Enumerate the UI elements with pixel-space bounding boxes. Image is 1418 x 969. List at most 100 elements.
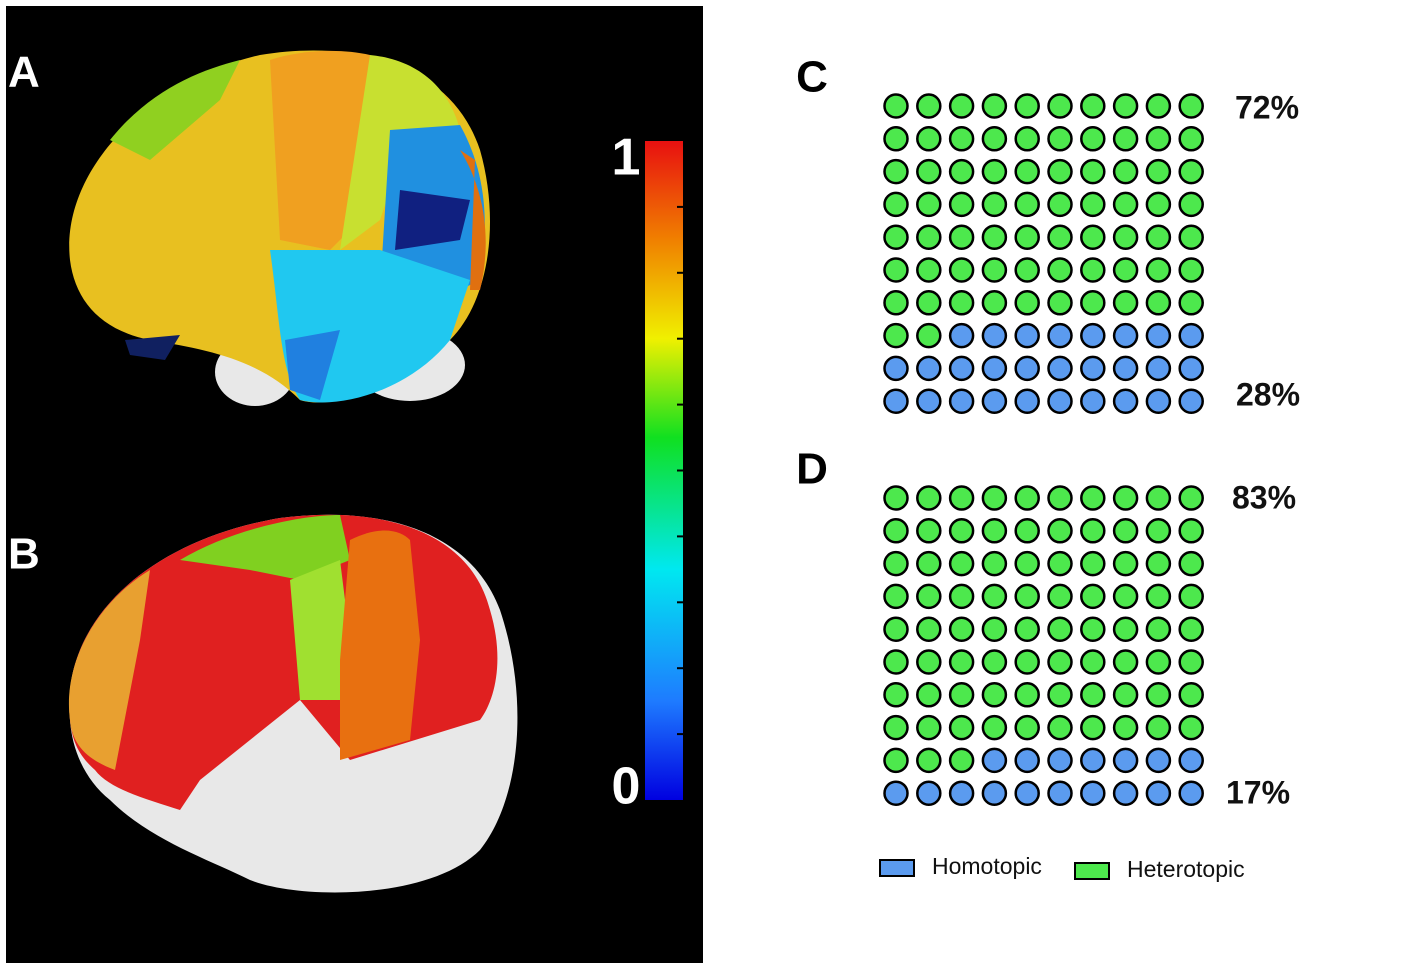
waffle-cell — [1178, 191, 1204, 218]
waffle-cell — [1080, 126, 1106, 152]
waffle-cell — [981, 616, 1008, 642]
waffle-cell — [1145, 583, 1172, 610]
waffle-cell — [883, 747, 909, 774]
waffle-cell — [883, 388, 909, 414]
waffle-cell — [883, 257, 909, 283]
waffle-cell — [883, 224, 909, 250]
waffle-cell — [916, 649, 942, 675]
waffle-cell — [883, 518, 909, 544]
waffle-cell — [1080, 355, 1106, 382]
waffle-cell — [1112, 322, 1139, 349]
waffle-cell — [1178, 714, 1204, 741]
waffle-cell — [1080, 388, 1106, 414]
waffle-cell — [883, 649, 909, 675]
waffle-cell — [916, 126, 942, 152]
waffle-cell — [1145, 126, 1172, 152]
waffle-cell — [981, 126, 1008, 152]
waffle-cell — [948, 518, 975, 544]
waffle-cell — [1014, 649, 1040, 675]
waffle-cell — [1112, 747, 1139, 774]
waffle-cell — [1047, 388, 1073, 414]
waffle-cell — [1014, 780, 1040, 806]
waffle-cell — [1014, 485, 1040, 511]
waffle-cell — [1178, 649, 1204, 675]
waffle-cell — [1080, 93, 1106, 119]
waffle-cell — [1080, 191, 1106, 218]
waffle-cell — [1178, 616, 1204, 642]
waffle-cell — [883, 158, 909, 185]
panel-label: C — [796, 53, 828, 102]
waffle-cell — [1178, 93, 1204, 119]
waffle-cell — [1047, 290, 1073, 316]
waffle-cell — [1014, 257, 1040, 283]
waffle-cell — [916, 682, 942, 708]
waffle-cell — [948, 93, 975, 119]
waffle-cell — [1145, 158, 1172, 185]
waffle-cell — [981, 290, 1008, 316]
waffle-cell — [1047, 93, 1073, 119]
waffle-cell — [916, 780, 942, 806]
waffle-cell — [1014, 714, 1040, 741]
waffle-cell — [1014, 158, 1040, 185]
waffle-cell — [1178, 747, 1204, 774]
waffle-cell — [1112, 290, 1139, 316]
waffle-cell — [1178, 355, 1204, 382]
waffle-cell — [1178, 158, 1204, 185]
waffle-cell — [1014, 616, 1040, 642]
brain-a — [69, 50, 490, 406]
waffle-cell — [883, 714, 909, 741]
waffle-cell — [948, 780, 975, 806]
waffle-cell — [1112, 93, 1139, 119]
panel-label: D — [796, 445, 828, 494]
waffle-cell — [1145, 714, 1172, 741]
waffle-cell — [981, 780, 1008, 806]
brain-b — [68, 514, 518, 893]
waffle-cell — [1080, 257, 1106, 283]
waffle-cell — [1014, 355, 1040, 382]
waffle-cell — [1047, 191, 1073, 218]
waffle-cell — [916, 485, 942, 511]
waffle-cell — [883, 126, 909, 152]
waffle-cell — [883, 355, 909, 382]
waffle-cell — [981, 682, 1008, 708]
panel-label: A — [8, 48, 40, 97]
waffle-cell — [981, 191, 1008, 218]
waffle-cell — [1178, 257, 1204, 283]
waffle-cell — [1145, 93, 1172, 119]
waffle-cell — [1047, 158, 1073, 185]
waffle-cell — [981, 518, 1008, 544]
waffle-cell — [948, 649, 975, 675]
waffle-cell — [883, 616, 909, 642]
waffle-cell — [981, 714, 1008, 741]
waffle-cell — [1112, 616, 1139, 642]
waffle-cell — [1145, 257, 1172, 283]
value-label: 28% — [1236, 376, 1300, 412]
waffle-cell — [1080, 550, 1106, 577]
waffle-cell — [1080, 714, 1106, 741]
value-label: 72% — [1235, 89, 1299, 125]
waffle-cell — [1047, 780, 1073, 806]
waffle-cell — [981, 649, 1008, 675]
waffle-cell — [1014, 93, 1040, 119]
waffle-cell — [948, 583, 975, 610]
waffle-cell — [916, 257, 942, 283]
waffle-cell — [1178, 485, 1204, 511]
waffle-cell — [1112, 355, 1139, 382]
waffle-cell — [1145, 616, 1172, 642]
waffle-cell — [1112, 583, 1139, 610]
waffle-cell — [981, 224, 1008, 250]
waffle-cell — [916, 224, 942, 250]
waffle-cell — [883, 290, 909, 316]
waffle-cell — [1145, 747, 1172, 774]
waffle-cell — [1014, 518, 1040, 544]
waffle-cell — [1047, 322, 1073, 349]
value-label: 83% — [1232, 479, 1296, 515]
waffle-cell — [1145, 780, 1172, 806]
waffle-cell — [916, 518, 942, 544]
waffle-cell — [981, 93, 1008, 119]
legend-swatch — [879, 859, 915, 877]
waffle-cell — [948, 714, 975, 741]
waffle-cell — [948, 158, 975, 185]
waffle-cell — [1047, 257, 1073, 283]
waffle-cell — [981, 747, 1008, 774]
